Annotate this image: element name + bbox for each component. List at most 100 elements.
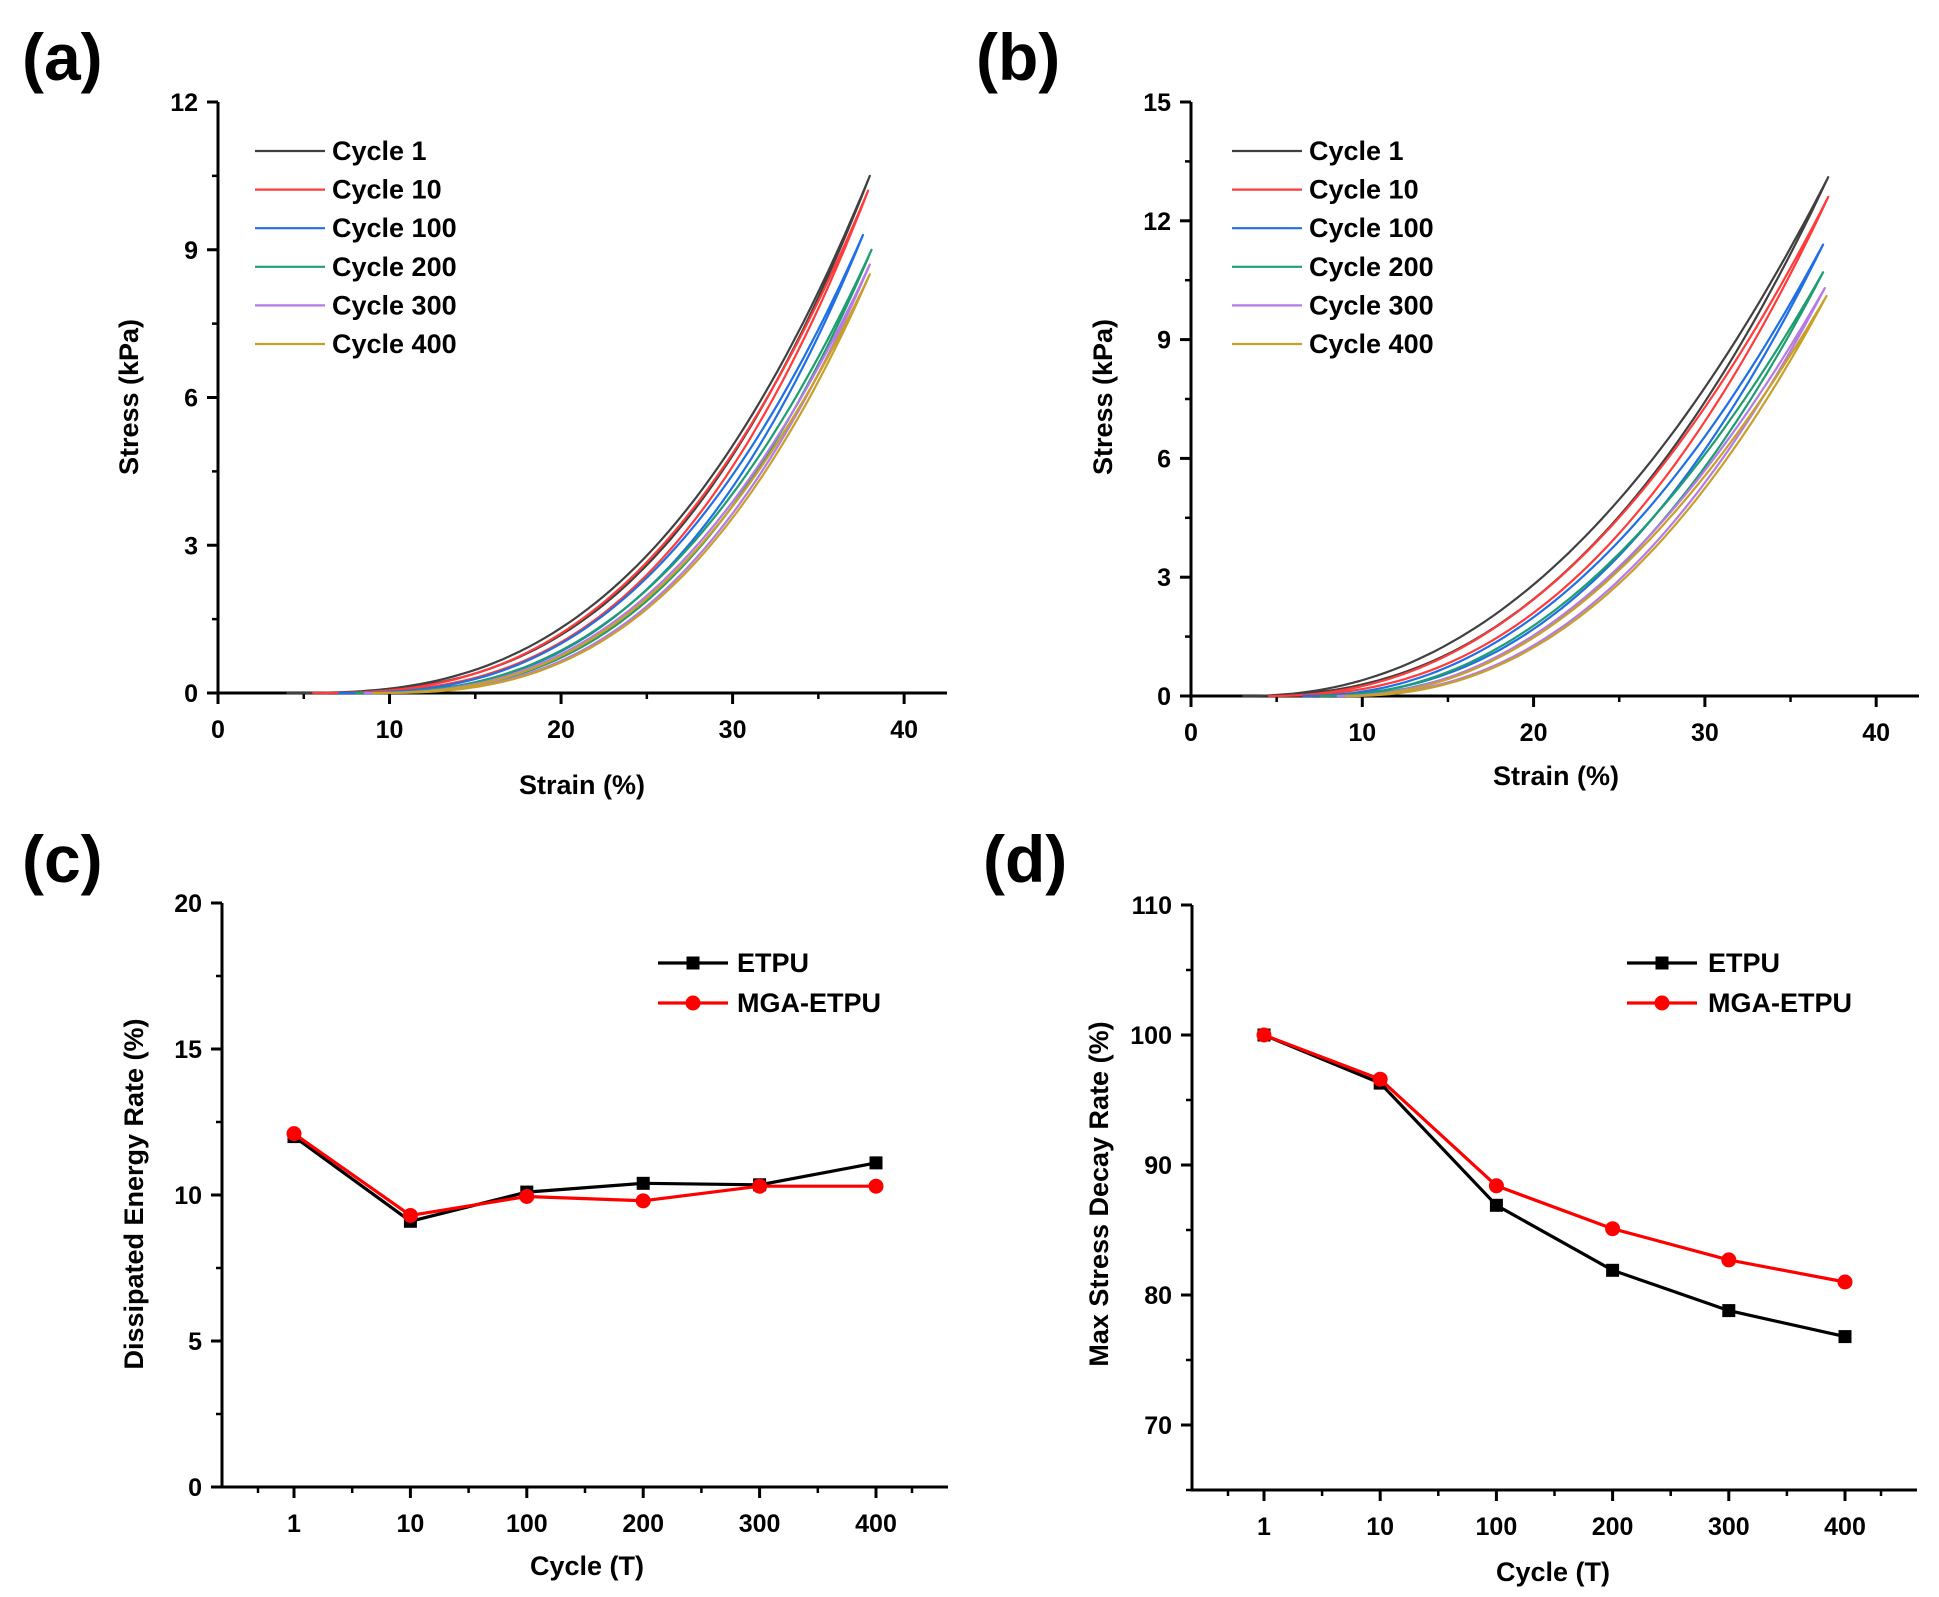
x-tick-label: 200 [622, 1510, 664, 1538]
series-etpu [1257, 1028, 1852, 1344]
legend-entry: MGA-ETPU [1627, 988, 1852, 1018]
x-tick-label: 400 [1824, 1513, 1866, 1541]
data-point-circle [752, 1178, 768, 1194]
panel-b: (b) 0 3 6 9 12 15 0 10 20 30 40 Strain (%) Stress (kP… [976, 20, 1919, 791]
y-tick-label: 12 [1143, 208, 1171, 236]
y-tick-label: 100 [1130, 1022, 1172, 1050]
x-tick-label: 10 [376, 716, 404, 744]
x-tick-label: 200 [1592, 1513, 1634, 1541]
x-tick-label: 0 [211, 716, 225, 744]
panel-label: (d) [983, 822, 1067, 896]
legend-entry: Cycle 300 [1232, 290, 1434, 320]
legend-marker-circle [685, 995, 701, 1011]
series-cycle-400 [1345, 294, 1828, 698]
series-cycle-10 [312, 189, 870, 695]
data-point-circle [1605, 1221, 1621, 1237]
legend-label: Cycle 400 [332, 329, 457, 359]
hysteresis-loop [1268, 195, 1830, 698]
legend-entry: Cycle 100 [255, 213, 457, 243]
series-line [293, 1132, 876, 1218]
legend-entry: Cycle 10 [1232, 175, 1419, 205]
data-point-square [1489, 1198, 1503, 1212]
y-tick-label: 20 [174, 890, 202, 918]
legend-label: Cycle 200 [1309, 252, 1434, 282]
legend-label: ETPU [737, 948, 809, 978]
legend-label: Cycle 100 [1309, 213, 1434, 243]
y-tick-label: 70 [1144, 1412, 1172, 1440]
data-point-circle [1488, 1178, 1504, 1194]
y-tick-label: 9 [1157, 327, 1171, 355]
y-tick-label: 0 [184, 680, 198, 708]
data-point-square [1722, 1304, 1736, 1318]
hysteresis-loop [363, 263, 871, 695]
legend-label: Cycle 10 [332, 175, 442, 205]
legend-entry: Cycle 400 [255, 329, 457, 359]
legend-label: MGA-ETPU [737, 988, 881, 1018]
data-point-circle [1837, 1274, 1853, 1290]
data-point-circle [286, 1126, 302, 1142]
legend-label: ETPU [1708, 948, 1780, 978]
y-tick-label: 5 [188, 1328, 202, 1356]
data-point-circle [1372, 1071, 1388, 1087]
y-tick-label: 10 [174, 1182, 202, 1210]
series-cycle-300 [363, 263, 871, 695]
panel-a: (a) 0 3 6 9 12 0 10 20 30 40 Strain (%) Stress (kPa)… [22, 20, 947, 800]
legend-marker-square [1655, 956, 1669, 970]
x-tick-label: 40 [890, 716, 918, 744]
y-tick-label: 6 [184, 385, 198, 413]
y-tick-label: 3 [184, 532, 198, 560]
x-tick-label: 40 [1862, 719, 1890, 747]
data-point-square [1838, 1330, 1852, 1344]
series-line [1263, 1033, 1846, 1339]
y-axis-title: Stress (kPa) [1088, 319, 1118, 475]
data-point-circle [1721, 1252, 1737, 1268]
y-tick-label: 90 [1144, 1152, 1172, 1180]
legend-entry: Cycle 200 [255, 252, 457, 282]
series-etpu [287, 1130, 883, 1228]
data-point-circle [1256, 1027, 1272, 1043]
series-cycle-400 [372, 273, 871, 695]
panel-c: (c) 0 5 10 15 20 1 10 100 200 300 400 Cycle (T) Dissi… [22, 822, 948, 1581]
hysteresis-loop [1302, 243, 1825, 698]
hysteresis-loop [1345, 294, 1828, 698]
legend-label: Cycle 10 [1309, 175, 1419, 205]
data-point-square [636, 1176, 650, 1190]
legend-label: Cycle 1 [332, 136, 427, 166]
legend-entry: Cycle 10 [255, 175, 442, 205]
y-tick-label: 15 [174, 1036, 202, 1064]
panel-label: (c) [22, 822, 103, 896]
legend-entry: Cycle 1 [255, 136, 427, 166]
legend-entry: Cycle 300 [255, 290, 457, 320]
data-point-circle [868, 1178, 884, 1194]
series-cycle-100 [1302, 243, 1825, 698]
y-axis-title: Stress (kPa) [114, 319, 144, 475]
x-axis-title: Strain (%) [1493, 761, 1619, 791]
series-mga-etpu [286, 1126, 884, 1223]
x-tick-label: 100 [1476, 1513, 1518, 1541]
legend-label: MGA-ETPU [1708, 988, 1852, 1018]
legend-label: Cycle 400 [1309, 329, 1434, 359]
x-axis-title: Cycle (T) [1496, 1557, 1610, 1587]
x-tick-label: 10 [1348, 719, 1376, 747]
data-point-circle [402, 1207, 418, 1223]
y-tick-label: 110 [1132, 892, 1172, 920]
legend-entry: Cycle 100 [1232, 213, 1434, 243]
panel-label: (a) [22, 20, 103, 94]
y-tick-label: 9 [184, 237, 198, 265]
hysteresis-loop [372, 273, 871, 695]
legend-entry: Cycle 200 [1232, 252, 1434, 282]
legend-label: Cycle 300 [1309, 290, 1434, 320]
x-tick-label: 1 [1257, 1513, 1271, 1541]
legend-entry: ETPU [1627, 948, 1780, 978]
data-point-circle [519, 1188, 535, 1204]
legend-label: Cycle 300 [332, 290, 457, 320]
x-tick-label: 0 [1184, 719, 1198, 747]
legend-entry: ETPU [658, 948, 809, 978]
x-tick-label: 20 [547, 716, 575, 744]
series-line [1263, 1033, 1846, 1284]
y-tick-label: 0 [1157, 683, 1171, 711]
data-point-square [869, 1156, 883, 1170]
x-tick-label: 300 [1708, 1513, 1750, 1541]
series-mga-etpu [1256, 1027, 1853, 1290]
